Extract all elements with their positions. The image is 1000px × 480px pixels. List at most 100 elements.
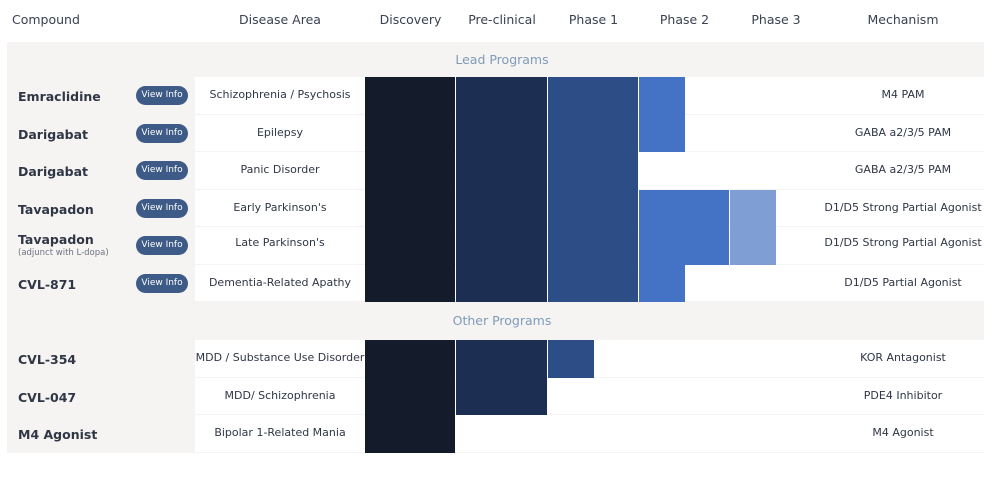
mechanism-cell <box>822 189 984 226</box>
compound-name: Tavapadon <box>18 202 94 217</box>
compound-name: Darigabat <box>18 127 88 142</box>
disease-cell <box>195 340 365 377</box>
header-discovery: Discovery <box>379 12 442 27</box>
compound-label: M4 Agonist <box>18 427 98 442</box>
phase-bar-2 <box>456 377 547 415</box>
mechanism: PDE4 Inhibitor <box>863 388 943 402</box>
disease-area: Dementia-Related Apathy <box>208 275 352 289</box>
phase-bar-5 <box>730 227 776 265</box>
view-info-button[interactable]: View Info <box>136 161 188 180</box>
compound-label: CVL-871 <box>18 276 77 292</box>
phase-bar-3 <box>548 264 638 302</box>
mechanism-cell <box>822 377 984 414</box>
view-info-button[interactable]: View Info <box>136 198 188 218</box>
phase-bar-2 <box>456 189 547 227</box>
disease-cell <box>195 227 365 264</box>
compound-label: Tavapadon <box>18 232 94 247</box>
phase-bar-1 <box>365 114 455 152</box>
mechanism: D1/D5 Strong Partial Agonist <box>824 200 982 214</box>
header-compound: Compound <box>12 12 80 27</box>
header-phase3: Phase 3 <box>751 12 801 27</box>
mechanism-cell <box>822 77 984 114</box>
phase-bar-4 <box>639 114 685 152</box>
compound-name: Tavapadon (adjunct with L-dopa) <box>18 232 109 258</box>
header-phase2: Phase 2 <box>659 12 710 27</box>
section-lead-programs: Lead Programs <box>455 52 549 67</box>
disease-area: Epilepsy <box>256 125 304 139</box>
view-info-button[interactable]: View Info <box>136 236 188 255</box>
phase-bar-3 <box>548 77 638 115</box>
phase-bar-2 <box>456 77 547 115</box>
phase-bar-2 <box>456 152 547 190</box>
disease-cell <box>195 264 365 301</box>
phase-bar-4 <box>639 77 685 115</box>
phase-bar-1 <box>365 415 455 453</box>
compound-label: CVL-047 <box>18 389 77 405</box>
compound-name: CVL-354 <box>18 352 76 367</box>
compound-sublabel: (adjunct with L-dopa) <box>18 248 109 258</box>
phase-bar-4 <box>639 264 685 302</box>
phase-bar-2 <box>456 264 547 302</box>
disease-cell <box>195 152 365 189</box>
mechanism: GABA a2/3/5 PAM <box>854 163 952 176</box>
mechanism-cell <box>822 340 984 377</box>
disease-cell <box>195 77 365 114</box>
disease-area: Panic Disorder <box>240 163 320 176</box>
mechanism-cell <box>822 114 984 151</box>
mechanism: M4 PAM <box>881 88 925 101</box>
compound-name: CVL-871 <box>18 277 76 292</box>
header-mechanism: Mechanism <box>867 12 939 27</box>
compound-label: Darigabat <box>18 126 89 142</box>
phase-bar-3 <box>548 114 638 152</box>
compound-label: CVL-354 <box>18 352 77 367</box>
disease-cell <box>195 377 365 414</box>
phase-bar-1 <box>365 152 455 190</box>
compound-name: M4 Agonist <box>18 427 97 442</box>
phase-bar-3 <box>548 152 638 190</box>
disease-area: Schizophrenia / Psychosis <box>209 88 351 101</box>
disease-area: Early Parkinson's <box>233 200 327 214</box>
mechanism: D1/D5 Strong Partial Agonist <box>824 236 982 249</box>
phase-bar-1 <box>365 340 455 378</box>
disease-area: MDD / Substance Use Disorder <box>195 351 365 364</box>
disease-cell <box>195 114 365 151</box>
compound-name: Emraclidine <box>18 89 101 104</box>
phase-bar-2 <box>456 114 547 152</box>
phase-bar-5 <box>730 189 776 227</box>
phase-bar-1 <box>365 377 455 415</box>
mechanism: D1/D5 Partial Agonist <box>844 275 962 289</box>
phase-bar-4 <box>639 189 729 227</box>
mechanism-cell <box>822 264 984 301</box>
phase-bar-1 <box>365 264 455 302</box>
phase-bar-2 <box>456 340 547 378</box>
compound-label: Emraclidine <box>18 89 101 104</box>
view-info-button[interactable]: View Info <box>136 123 188 143</box>
header-disease-area: Disease Area <box>239 12 321 27</box>
disease-area: Bipolar 1-Related Mania <box>214 426 346 439</box>
section-other-programs: Other Programs <box>452 313 552 328</box>
phase-bar-1 <box>365 189 455 227</box>
mechanism: GABA a2/3/5 PAM <box>854 125 952 139</box>
phase-bar-4 <box>639 227 729 265</box>
phase-bar-2 <box>456 227 547 265</box>
disease-cell <box>195 415 365 452</box>
phase-bar-1 <box>365 227 455 265</box>
phase-bar-3 <box>548 340 594 378</box>
mechanism: KOR Antagonist <box>860 351 946 364</box>
mechanism-cell <box>822 227 984 264</box>
disease-cell <box>195 189 365 226</box>
mechanism-cell <box>822 415 984 452</box>
mechanism: M4 Agonist <box>872 426 934 439</box>
view-info-button[interactable]: View Info <box>136 273 188 293</box>
mechanism-cell <box>822 152 984 189</box>
phase-bar-3 <box>548 227 638 265</box>
compound-label: Tavapadon <box>18 201 94 217</box>
phase-bar-1 <box>365 77 455 115</box>
compound-label: Darigabat <box>18 164 89 179</box>
disease-area: Late Parkinson's <box>235 236 325 249</box>
disease-area: MDD/ Schizophrenia <box>224 388 336 402</box>
view-info-button[interactable]: View Info <box>136 86 188 105</box>
header-phase1: Phase 1 <box>568 12 619 27</box>
phase-bar-3 <box>548 189 638 227</box>
compound-name: CVL-047 <box>18 390 76 405</box>
